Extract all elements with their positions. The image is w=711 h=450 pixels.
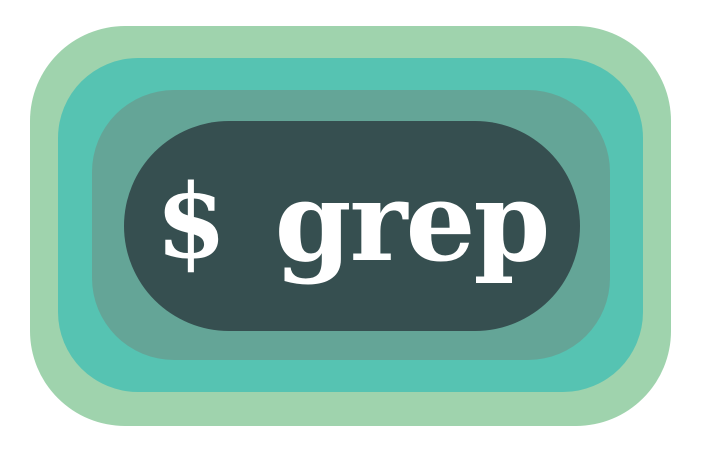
dollar-prompt-symbol: $ (155, 162, 227, 282)
grep-command-text: grep (274, 157, 551, 286)
logo-text: $ grep (155, 157, 551, 286)
logo-core: $ grep (124, 121, 580, 331)
